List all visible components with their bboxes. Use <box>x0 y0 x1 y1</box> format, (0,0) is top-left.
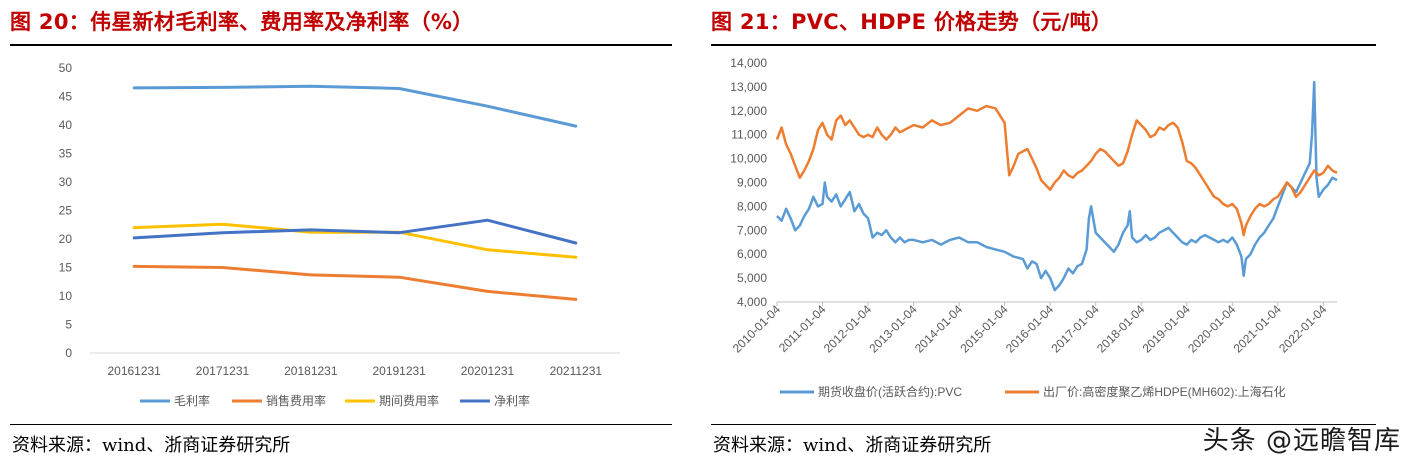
x-tick-label: 2012-01-04 <box>821 302 875 356</box>
right-source-note: 资料来源：wind、浙商证券研究所 <box>713 435 992 456</box>
y-tick-label: 45 <box>59 90 73 104</box>
x-tick-label: 2019-01-04 <box>1140 302 1194 356</box>
y-tick-label: 10 <box>59 289 73 303</box>
legend-label-2: 销售费用率 <box>266 393 326 408</box>
legend-label-1: 毛利率 <box>174 393 210 408</box>
series-line-4 <box>132 218 578 245</box>
watermark: 头条 @远瞻智库 <box>1202 426 1401 456</box>
x-tick-label: 2018-01-04 <box>1094 302 1148 356</box>
y-tick-label: 40 <box>59 118 73 132</box>
series-line-1 <box>132 84 578 128</box>
x-tick-label: 20161231 <box>107 364 161 378</box>
legend-label-1: 期货收盘价(活跃合约):PVC <box>818 384 962 399</box>
y-tick-label: 12,000 <box>730 104 767 118</box>
x-tick-label: 2017-01-04 <box>1049 302 1103 356</box>
x-tick-label: 20181231 <box>284 364 338 378</box>
left-source-note: 资料来源：wind、浙商证券研究所 <box>12 435 291 456</box>
y-tick-label: 9,000 <box>737 176 767 190</box>
x-tick-label: 20191231 <box>372 364 426 378</box>
legend-label-3: 期间费用率 <box>379 393 439 408</box>
x-tick-label: 2013-01-04 <box>866 302 920 356</box>
y-tick-label: 5 <box>65 318 72 332</box>
left-source-rule <box>10 424 672 425</box>
legend-label-4: 净利率 <box>494 393 530 408</box>
y-tick-label: 8,000 <box>737 199 767 213</box>
y-tick-label: 35 <box>59 147 73 161</box>
x-tick-label: 2021-01-04 <box>1231 302 1285 356</box>
y-tick-label: 7,000 <box>737 223 767 237</box>
x-tick-label: 20211231 <box>550 364 603 378</box>
y-tick-label: 20 <box>59 232 73 246</box>
right-figure-title: 图 21：PVC、HDPE 价格走势（元/吨） <box>711 10 1113 34</box>
y-tick-label: 25 <box>59 204 73 218</box>
y-tick-label: 5,000 <box>737 271 767 285</box>
x-tick-label: 2022-01-04 <box>1276 302 1330 356</box>
y-tick-label: 10,000 <box>730 152 767 166</box>
y-tick-label: 15 <box>59 261 73 275</box>
series-line-2 <box>132 264 578 301</box>
right-title-rule <box>711 44 1376 46</box>
y-tick-label: 0 <box>65 346 72 360</box>
margin-line-chart: 0 5 10 15 20 25 30 35 40 45 50 20161231 20171231 2018… <box>59 61 620 408</box>
y-tick-label: 30 <box>59 175 73 189</box>
price-line-chart: 4,000 5,000 6,000 7,000 8,000 9,000 10,000 11,0… <box>730 56 1338 399</box>
x-tick-label: 20201231 <box>461 364 515 378</box>
x-tick-label: 2014-01-04 <box>912 302 966 356</box>
series-line-2 <box>775 104 1338 237</box>
x-tick-label: 20171231 <box>196 364 250 378</box>
right-source-rule <box>711 424 1376 425</box>
left-figure-title: 图 20：伟星新材毛利率、费用率及净利率（%） <box>10 10 474 34</box>
x-tick-label: 2015-01-04 <box>957 302 1011 356</box>
left-title-rule <box>10 44 672 46</box>
series-line-3 <box>132 222 578 259</box>
legend-label-2: 出厂价:高密度聚乙烯HDPE(MH602):上海石化 <box>1043 384 1286 399</box>
series-line-1 <box>776 80 1338 292</box>
y-tick-label: 13,000 <box>730 80 767 94</box>
x-tick-label: 2010-01-04 <box>730 302 784 356</box>
y-tick-label: 50 <box>59 61 73 75</box>
x-tick-label: 2016-01-04 <box>1003 302 1057 356</box>
x-tick-label: 2020-01-04 <box>1185 302 1239 356</box>
y-tick-label: 4,000 <box>737 295 767 309</box>
y-tick-label: 14,000 <box>730 56 767 70</box>
y-tick-label: 6,000 <box>737 247 767 261</box>
y-tick-label: 11,000 <box>731 128 767 142</box>
